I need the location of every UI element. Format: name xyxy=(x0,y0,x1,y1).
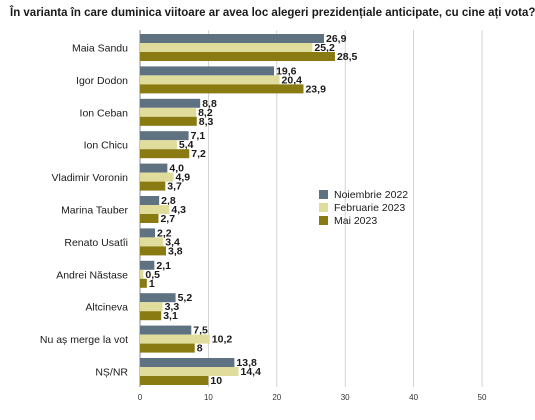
bar xyxy=(140,358,235,367)
bar xyxy=(140,269,144,279)
bar xyxy=(140,334,210,344)
bar xyxy=(140,260,155,270)
category-label: Renato Usatîi xyxy=(64,237,128,249)
value-label: 3,7 xyxy=(167,181,182,193)
category-label: Ion Chicu xyxy=(84,140,129,152)
value-label: 5,4 xyxy=(179,139,194,151)
bar xyxy=(140,66,275,76)
value-label: 5,2 xyxy=(178,292,193,304)
legend-swatch xyxy=(319,203,328,212)
bar xyxy=(140,140,177,150)
chart-title: În varianta în care duminica viitoare ar… xyxy=(10,7,535,19)
bar xyxy=(140,107,197,117)
value-label: 8 xyxy=(197,343,203,355)
value-label: 8,2 xyxy=(198,107,213,119)
x-tick-label: 30 xyxy=(341,393,350,402)
value-label: 25,2 xyxy=(314,42,335,54)
bar xyxy=(140,181,166,191)
bar xyxy=(140,278,147,288)
bar xyxy=(140,131,189,141)
category-label: Ion Ceban xyxy=(80,107,129,119)
value-label: 2,7 xyxy=(160,213,175,225)
bar xyxy=(140,43,313,52)
value-label: 3,1 xyxy=(163,310,178,322)
value-label: 28,5 xyxy=(337,51,358,63)
category-label: Vladimir Voronin xyxy=(52,172,129,184)
bar xyxy=(140,84,304,94)
value-label: 8,3 xyxy=(199,116,214,128)
value-label: 20,4 xyxy=(282,74,303,86)
value-label: 7,2 xyxy=(191,148,206,160)
legend-swatch xyxy=(319,190,328,199)
category-label: NȘ/NR xyxy=(95,367,128,379)
value-label: 2,8 xyxy=(161,195,176,207)
value-label: 13,8 xyxy=(236,357,257,369)
bar xyxy=(140,149,190,159)
bar xyxy=(140,325,192,335)
value-label: 26,9 xyxy=(326,33,347,45)
value-label: 2,2 xyxy=(157,227,172,239)
bar xyxy=(140,116,197,126)
value-label: 4,9 xyxy=(176,172,191,184)
value-label: 23,9 xyxy=(305,83,326,95)
x-tick-label: 40 xyxy=(409,393,418,402)
value-label: 10,2 xyxy=(212,334,233,346)
bar xyxy=(140,34,324,43)
bar xyxy=(140,376,209,385)
category-label: Andrei Năstase xyxy=(56,269,128,281)
value-label: 3,4 xyxy=(165,236,180,248)
legend-swatch xyxy=(319,216,328,225)
bar xyxy=(140,237,164,247)
bar xyxy=(140,75,280,85)
bar xyxy=(140,52,335,61)
value-label: 2,1 xyxy=(156,260,171,272)
bar xyxy=(140,293,176,303)
x-tick-label: 0 xyxy=(138,393,143,402)
x-tick-label: 20 xyxy=(272,393,281,402)
category-label: Nu aș merge la vot xyxy=(40,334,128,346)
value-label: 4,3 xyxy=(171,204,186,216)
bar xyxy=(140,172,174,182)
value-label: 4,0 xyxy=(169,163,184,175)
value-label: 7,5 xyxy=(193,325,208,337)
value-label: 8,8 xyxy=(202,98,217,110)
value-label: 14,4 xyxy=(240,366,261,378)
bar xyxy=(140,205,170,214)
bar xyxy=(140,246,166,256)
value-label: 0,5 xyxy=(145,269,160,281)
category-label: Maia Sandu xyxy=(72,43,128,55)
bar xyxy=(140,367,239,376)
category-label: Altcineva xyxy=(85,302,128,314)
category-label: Marina Tauber xyxy=(61,205,128,217)
bar xyxy=(140,196,160,205)
value-label: 1 xyxy=(149,278,155,290)
value-label: 3,8 xyxy=(168,245,183,257)
bar xyxy=(140,98,201,108)
bar xyxy=(140,311,162,321)
legend-label: Mai 2023 xyxy=(334,215,377,227)
bar xyxy=(140,214,159,223)
x-tick-label: 50 xyxy=(478,393,487,402)
value-label: 19,6 xyxy=(276,65,297,77)
legend-label: Februarie 2023 xyxy=(334,202,405,214)
bar xyxy=(140,163,168,173)
bar xyxy=(140,302,163,312)
value-label: 3,3 xyxy=(165,301,180,313)
bar xyxy=(140,343,195,353)
value-label: 7,1 xyxy=(191,130,206,142)
legend-label: Noiembrie 2022 xyxy=(334,189,408,201)
x-tick-label: 10 xyxy=(204,393,213,402)
bar xyxy=(140,228,156,238)
value-label: 10 xyxy=(210,375,222,387)
category-label: Igor Dodon xyxy=(76,75,128,87)
